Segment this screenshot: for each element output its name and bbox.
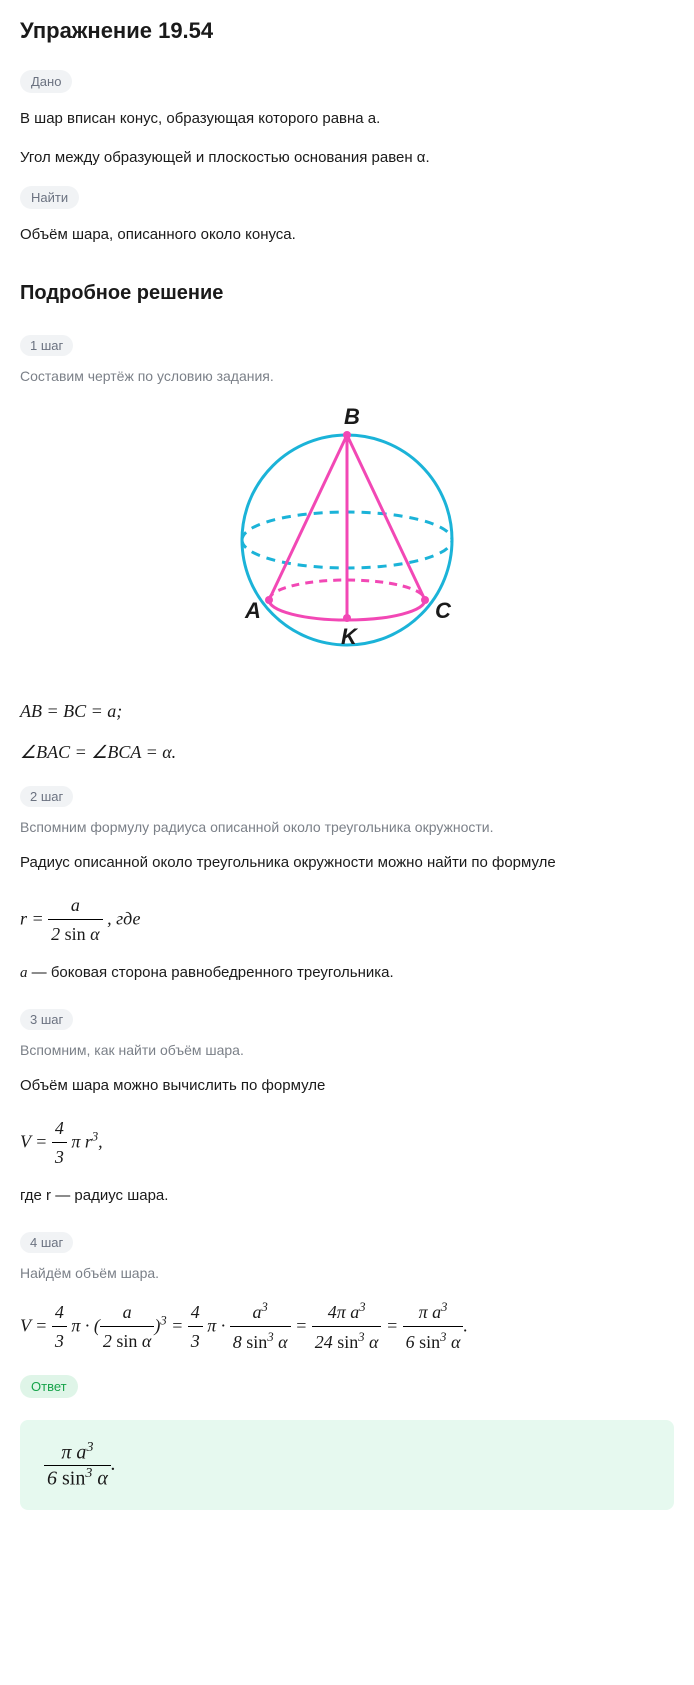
exercise-title: Упражнение 19.54: [20, 18, 674, 44]
label-b: B: [344, 404, 360, 429]
step3-after: где r — радиус шара.: [20, 1184, 674, 1207]
given-text-2: Угол между образующей и плоскостью основ…: [20, 149, 430, 166]
point-c: [421, 596, 429, 604]
find-pill: Найти: [20, 186, 79, 209]
given-pill: Дано: [20, 70, 72, 93]
label-c: C: [435, 598, 452, 623]
step2-after: a — боковая сторона равнобедренного треу…: [20, 961, 674, 985]
step1-math-1: AB = BC = a;: [20, 697, 674, 726]
step3-desc: Вспомним, как найти объём шара.: [20, 1042, 674, 1058]
step1-math-2: ∠BAC = ∠BCA = α.: [20, 738, 674, 767]
given-line-1: В шар вписан конус, образующая которого …: [20, 107, 674, 130]
step4-desc: Найдём объём шара.: [20, 1265, 674, 1281]
step2-formula: r = a2 sin α , где: [20, 891, 674, 950]
given-text-1: В шар вписан конус, образующая которого …: [20, 110, 380, 127]
answer-box: π a36 sin3 α.: [20, 1420, 674, 1510]
step3-pill: 3 шаг: [20, 1009, 73, 1030]
figure: B A K C: [20, 400, 674, 675]
step1-pill: 1 шаг: [20, 335, 73, 356]
point-a: [265, 596, 273, 604]
step2-text: Радиус описанной около треугольника окру…: [20, 851, 674, 874]
step4-pill: 4 шаг: [20, 1232, 73, 1253]
label-a: A: [244, 598, 261, 623]
step2-desc: Вспомним формулу радиуса описанной около…: [20, 819, 674, 835]
point-b: [343, 431, 351, 439]
given-line-2: Угол между образующей и плоскостью основ…: [20, 146, 674, 169]
step4-formula: V = 43 π · (a2 sin α)3 = 43 π · a38 sin3…: [20, 1297, 674, 1358]
step2-after-text: боковая сторона равнобедренного треуголь…: [51, 964, 394, 981]
step2-pill: 2 шаг: [20, 786, 73, 807]
answer-pill: Ответ: [20, 1375, 78, 1398]
step3-formula: V = 43 π r3,: [20, 1114, 674, 1173]
step1-desc: Составим чертёж по условию задания.: [20, 368, 674, 384]
solution-title: Подробное решение: [20, 282, 674, 305]
sphere-cone-svg: B A K C: [217, 400, 477, 670]
step3-text: Объём шара можно вычислить по формуле: [20, 1074, 674, 1097]
label-k: K: [341, 624, 359, 649]
point-k: [343, 614, 351, 622]
find-text: Объём шара, описанного около конуса.: [20, 223, 674, 246]
